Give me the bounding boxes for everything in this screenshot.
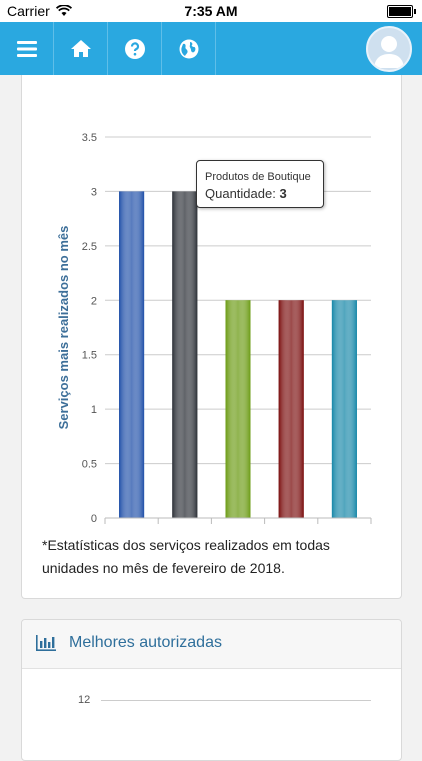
status-bar: Carrier 7:35 AM bbox=[0, 0, 422, 22]
card-title: Melhores autorizadas bbox=[69, 634, 222, 651]
carrier-label: Carrier bbox=[7, 3, 50, 19]
home-icon bbox=[70, 40, 91, 57]
services-chart-card: 0 0.5 1 1.5 2 2.5 3 3.5 Serviços mais realizados… bbox=[21, 75, 402, 599]
bar-highlight bbox=[278, 300, 304, 518]
globe-icon bbox=[179, 39, 198, 58]
bar-tooltip: Produtos de Boutique Quantidade: 3 bbox=[196, 160, 324, 208]
y-tick-label: 2.5 bbox=[82, 241, 97, 253]
battery-icon bbox=[387, 5, 416, 18]
avatar[interactable] bbox=[366, 26, 412, 72]
chart-footnote: *Estatísticas dos serviços realizados em… bbox=[42, 537, 330, 576]
y-tick-label: 1.5 bbox=[82, 350, 97, 362]
wifi-icon bbox=[55, 5, 72, 16]
home-button[interactable] bbox=[54, 22, 108, 75]
globe-button[interactable] bbox=[162, 22, 216, 75]
y-axis-label: Serviços mais realizados no mês bbox=[56, 226, 71, 430]
y-tick-label: 0 bbox=[91, 513, 97, 525]
user-avatar-icon bbox=[374, 36, 404, 68]
services-bar-chart: 0 0.5 1 1.5 2 2.5 3 3.5 Serviços mais realizados… bbox=[56, 132, 372, 525]
y-tick-label: 12 bbox=[78, 694, 91, 706]
help-icon bbox=[124, 38, 145, 59]
bar-highlight bbox=[331, 300, 357, 518]
clock: 7:35 AM bbox=[184, 3, 238, 19]
tooltip-quantity-label: Quantidade: bbox=[205, 186, 276, 201]
bar-chart-icon bbox=[36, 635, 56, 651]
bar-highlight bbox=[119, 191, 145, 518]
y-tick-label: 3.5 bbox=[82, 132, 97, 144]
help-button[interactable] bbox=[108, 22, 162, 75]
bar-highlight bbox=[172, 191, 198, 518]
tooltip-category: Produtos de Boutique bbox=[205, 171, 311, 183]
top-nav-bar bbox=[0, 22, 422, 75]
top-authorized-card: Melhores autorizadas 12 bbox=[21, 619, 402, 761]
menu-icon bbox=[16, 40, 37, 57]
y-tick-label: 3 bbox=[91, 186, 97, 198]
y-tick-label: 2 bbox=[91, 295, 97, 307]
gridline bbox=[101, 700, 371, 701]
y-tick-label: 0.5 bbox=[82, 459, 97, 471]
carrier-group: Carrier bbox=[7, 3, 72, 19]
bar-highlight bbox=[225, 300, 251, 518]
y-tick-label: 1 bbox=[91, 404, 97, 416]
tooltip-quantity-value: 3 bbox=[279, 186, 287, 201]
tooltip-quantity: Quantidade: 3 bbox=[205, 186, 287, 201]
menu-button[interactable] bbox=[0, 22, 54, 75]
card-header: Melhores autorizadas bbox=[22, 620, 401, 669]
